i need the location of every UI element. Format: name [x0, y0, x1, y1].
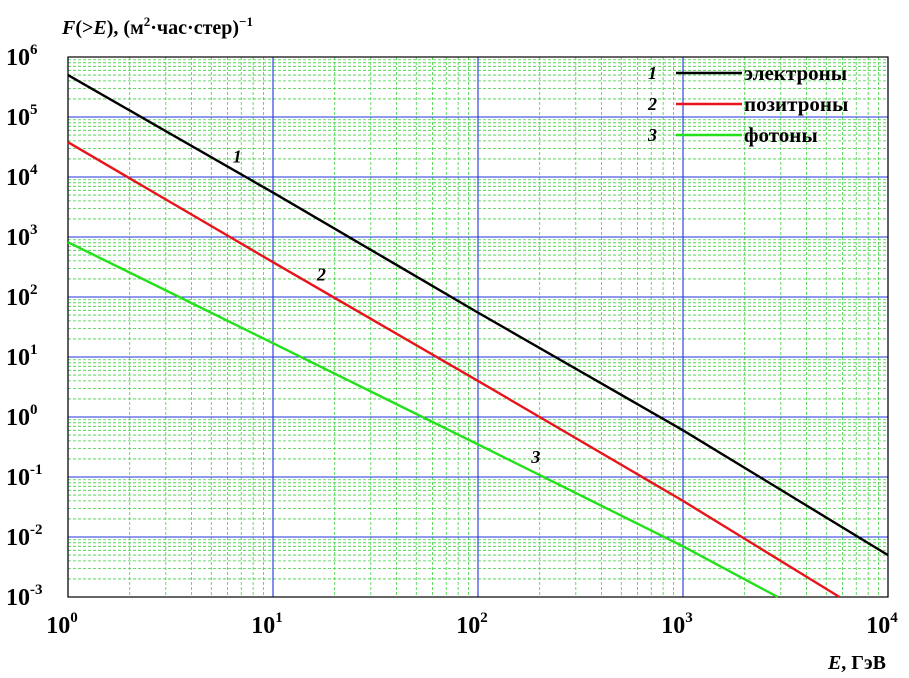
y-tick-labels: 10-3 10-2 10-1 100 101 102 103 104 105 106	[6, 42, 43, 611]
series-line-3	[67, 241, 779, 599]
x-tick-label: 101	[251, 610, 283, 639]
series-line-1	[67, 74, 889, 557]
curve-label-2: 2	[316, 265, 326, 285]
y-tick-label: 106	[6, 42, 38, 71]
y-tick-label: 10-1	[6, 462, 43, 491]
legend-label-1: электроны	[744, 61, 847, 85]
y-tick-label: 104	[6, 162, 38, 191]
legend-number-3: 3	[647, 125, 657, 145]
y-tick-label: 101	[6, 342, 38, 371]
y-tick-label: 10-3	[6, 582, 43, 611]
legend: 1 электроны 2 позитроны 3 фотоны	[647, 61, 848, 147]
y-tick-label: 105	[6, 102, 38, 131]
y-tick-label: 10-2	[6, 522, 43, 551]
x-tick-label: 103	[661, 610, 693, 639]
curve-label-3: 3	[530, 447, 540, 467]
legend-label-3: фотоны	[744, 123, 818, 147]
y-tick-label: 102	[6, 282, 38, 311]
curve-label-1: 1	[233, 146, 242, 166]
legend-number-1: 1	[648, 63, 657, 83]
x-tick-label: 100	[46, 610, 78, 639]
x-tick-label: 104	[866, 610, 898, 639]
legend-label-2: позитроны	[744, 92, 848, 116]
x-axis-title: E, ГэВ	[827, 652, 886, 674]
x-tick-label: 102	[456, 610, 488, 639]
data-lines	[67, 74, 889, 599]
curve-labels: 1 2 3	[233, 146, 540, 467]
series-line-2	[67, 141, 841, 599]
y-axis-title: F(>E), (м2·час·стер)−1	[61, 14, 253, 39]
y-tick-label: 100	[6, 402, 38, 431]
x-tick-labels: 100 101 102 103 104	[46, 610, 898, 639]
legend-number-2: 2	[647, 94, 657, 114]
plot-frame	[67, 56, 889, 598]
y-tick-label: 103	[6, 222, 38, 251]
